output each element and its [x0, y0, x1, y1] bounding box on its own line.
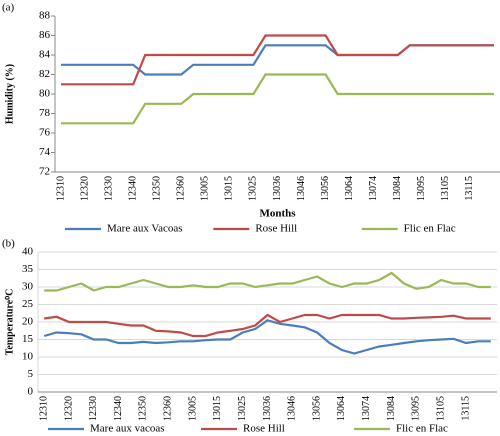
series-line — [44, 271, 491, 292]
legend-label: Flic en Flac — [404, 223, 456, 235]
panel-label: (a) — [2, 2, 15, 14]
y-tick-label: 78 — [39, 107, 51, 119]
x-tick-label: 12330 — [88, 396, 99, 421]
y-tick-label: 72 — [39, 166, 50, 178]
x-tick-label: 13015 — [212, 396, 223, 421]
legend-label: Rose Hill — [243, 423, 285, 435]
x-tick-label: 12340 — [127, 176, 138, 201]
y-tick-label: 82 — [39, 68, 50, 80]
x-tick-label: 13095 — [411, 396, 422, 421]
y-tick-label: 88 — [39, 10, 51, 22]
legend-label: Mare aux Vacoas — [107, 223, 183, 235]
x-tick-label: 13015 — [224, 176, 235, 201]
x-tick-label: 13005 — [187, 396, 198, 421]
y-tick-label: 10 — [22, 351, 34, 363]
x-tick-label: 13095 — [416, 176, 427, 201]
y-tick-label: 80 — [39, 88, 51, 100]
legend-label: Mare aux vacoas — [90, 423, 165, 435]
y-tick-label: 76 — [39, 127, 51, 139]
x-axis-label: Months — [259, 208, 296, 220]
y-axis-label: Humidity (%) — [4, 64, 15, 124]
x-tick-label: 12350 — [152, 176, 163, 201]
panel-label: (b) — [2, 238, 15, 250]
y-tick-label: 15 — [22, 333, 34, 345]
x-tick-label: 13115 — [460, 396, 471, 421]
x-tick-label: 13074 — [368, 176, 379, 201]
series-line — [44, 313, 491, 338]
x-tick-label: 13074 — [361, 396, 372, 421]
x-tick-label: 13046 — [287, 396, 298, 421]
x-tick-label: 13036 — [272, 176, 283, 201]
y-tick-label: 5 — [28, 368, 34, 380]
x-tick-label: 13105 — [440, 176, 451, 201]
y-tick-label: 25 — [22, 298, 34, 310]
legend-label: Flic en Flac — [396, 423, 448, 435]
x-tick-label: 13084 — [392, 176, 403, 201]
x-tick-label: 13064 — [344, 176, 355, 201]
x-tick-label: 13025 — [248, 176, 259, 201]
x-tick-label: 12350 — [138, 396, 149, 421]
series-line — [61, 34, 494, 86]
x-tick-label: 13036 — [262, 396, 273, 421]
x-tick-label: 13025 — [237, 396, 248, 421]
y-axis-label: Temperature⁰C — [4, 289, 15, 356]
legend-label: Rose Hill — [255, 223, 297, 235]
x-tick-label: 13064 — [336, 396, 347, 421]
series-line — [61, 44, 494, 76]
y-tick-label: 84 — [39, 49, 51, 61]
x-tick-label: 12310 — [38, 396, 49, 421]
y-tick-label: 74 — [39, 146, 51, 158]
y-tick-label: 40 — [22, 246, 34, 258]
x-tick-label: 12320 — [79, 176, 90, 201]
x-tick-label: 12360 — [163, 396, 174, 421]
x-tick-label: 13056 — [320, 176, 331, 201]
x-tick-label: 13084 — [386, 396, 397, 421]
x-tick-label: 12320 — [63, 396, 74, 421]
x-tick-label: 12360 — [176, 176, 187, 201]
series-line — [61, 73, 494, 125]
y-tick-label: 86 — [39, 29, 51, 41]
x-tick-label: 13005 — [200, 176, 211, 201]
x-tick-label: 13046 — [296, 176, 307, 201]
y-tick-label: 0 — [28, 386, 34, 398]
y-tick-label: 30 — [22, 281, 34, 293]
y-tick-label: 35 — [22, 263, 34, 275]
x-tick-label: 13056 — [311, 396, 322, 421]
x-tick-label: 12310 — [55, 176, 66, 201]
series-line — [43, 319, 491, 355]
x-tick-label: 12330 — [103, 176, 114, 201]
y-tick-label: 20 — [22, 316, 34, 328]
x-tick-label: 12340 — [113, 396, 124, 421]
x-tick-label: 13115 — [464, 176, 475, 201]
x-tick-label: 13105 — [435, 396, 446, 421]
